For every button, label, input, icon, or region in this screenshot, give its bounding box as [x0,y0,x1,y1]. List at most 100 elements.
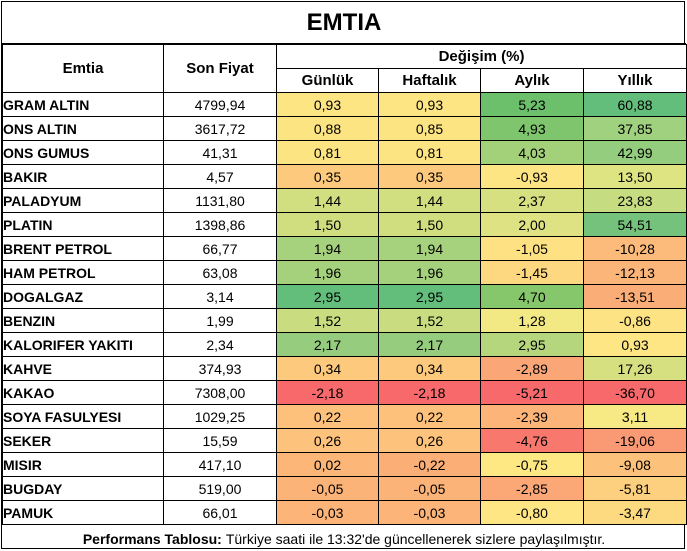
last-price-cell: 66,01 [163,500,277,525]
commodity-name: MISIR [2,452,164,477]
commodity-name: BAKIR [2,164,164,189]
daily-change-cell: 0,26 [276,428,379,453]
daily-change-cell: 0,02 [276,452,379,477]
commodity-name: GRAM ALTIN [2,92,164,117]
weekly-change-cell: 0,34 [378,356,481,381]
header-commodity: Emtia [2,44,164,93]
daily-change-cell: -0,05 [276,476,379,501]
commodity-name: KAHVE [2,356,164,381]
weekly-change-cell: -0,05 [378,476,481,501]
daily-change-cell: 0,88 [276,116,379,141]
last-price-cell: 63,08 [163,260,277,285]
table-row: HAM PETROL 63,08 1,96 1,96 -1,45 -12,13 [2,260,687,285]
yearly-change-cell: -3,47 [582,500,687,525]
weekly-change-cell: 0,93 [378,92,481,117]
weekly-change-cell: -2,18 [378,380,481,405]
monthly-change-cell: 2,00 [480,212,584,237]
table-row: PAMUK 66,01 -0,03 -0,03 -0,80 -3,47 [2,500,687,525]
yearly-change-cell: 60,88 [582,92,687,117]
yearly-change-cell: -5,81 [582,476,687,501]
commodity-name: PAMUK [2,500,164,525]
commodity-name: KALORIFER YAKITI [2,332,164,357]
yearly-change-cell: -9,08 [582,452,687,477]
weekly-change-cell: 1,50 [378,212,481,237]
daily-change-cell: 0,34 [276,356,379,381]
monthly-change-cell: -1,45 [480,260,584,285]
daily-change-cell: 1,96 [276,260,379,285]
commodity-name: DOGALGAZ [2,284,164,309]
table-row: DOGALGAZ 3,14 2,95 2,95 4,70 -13,51 [2,284,687,309]
daily-change-cell: 0,93 [276,92,379,117]
daily-change-cell: 2,95 [276,284,379,309]
daily-change-cell: 0,35 [276,164,379,189]
last-price-cell: 3617,72 [163,116,277,141]
commodity-name: SEKER [2,428,164,453]
last-price-cell: 3,14 [163,284,277,309]
daily-change-cell: -0,03 [276,500,379,525]
commodity-grid: Emtia Son Fiyat Değişim (%) Günlük Hafta… [2,44,687,525]
monthly-change-cell: 2,95 [480,332,584,357]
weekly-change-cell: 2,95 [378,284,481,309]
last-price-cell: 1029,25 [163,404,277,429]
weekly-change-cell: -0,22 [378,452,481,477]
weekly-change-cell: 0,22 [378,404,481,429]
last-price-cell: 2,34 [163,332,277,357]
weekly-change-cell: 1,52 [378,308,481,333]
yearly-change-cell: 13,50 [582,164,687,189]
table-row: GRAM ALTIN 4799,94 0,93 0,93 5,23 60,88 [2,92,687,117]
weekly-change-cell: 1,94 [378,236,481,261]
last-price-cell: 1131,80 [163,188,277,213]
table-row: SEKER 15,59 0,26 0,26 -4,76 -19,06 [2,428,687,453]
daily-change-cell: 1,44 [276,188,379,213]
last-price-cell: 15,59 [163,428,277,453]
table-row: MISIR 417,10 0,02 -0,22 -0,75 -9,08 [2,452,687,477]
table-row: KAKAO 7308,00 -2,18 -2,18 -5,21 -36,70 [2,380,687,405]
monthly-change-cell: 2,37 [480,188,584,213]
last-price-cell: 7308,00 [163,380,277,405]
weekly-change-cell: 1,96 [378,260,481,285]
daily-change-cell: 2,17 [276,332,379,357]
table-title: EMTIA [2,2,686,44]
commodity-name: PALADYUM [2,188,164,213]
daily-change-cell: -2,18 [276,380,379,405]
yearly-change-cell: 37,85 [582,116,687,141]
monthly-change-cell: 5,23 [480,92,584,117]
monthly-change-cell: -2,85 [480,476,584,501]
weekly-change-cell: 2,17 [378,332,481,357]
daily-change-cell: 0,22 [276,404,379,429]
weekly-change-cell: 0,81 [378,140,481,165]
monthly-change-cell: -0,93 [480,164,584,189]
monthly-change-cell: -5,21 [480,380,584,405]
commodity-name: BRENT PETROL [2,236,164,261]
table-row: KAHVE 374,93 0,34 0,34 -2,89 17,26 [2,356,687,381]
last-price-cell: 41,31 [163,140,277,165]
weekly-change-cell: 0,35 [378,164,481,189]
commodity-name: SOYA FASULYESI [2,404,164,429]
daily-change-cell: 0,81 [276,140,379,165]
table-row: BENZIN 1,99 1,52 1,52 1,28 -0,86 [2,308,687,333]
commodity-name: PLATIN [2,212,164,237]
yearly-change-cell: -0,86 [582,308,687,333]
last-price-cell: 4,57 [163,164,277,189]
footer-text: Türkiye saati ile 13:32'de güncellenerek… [225,531,606,547]
yearly-change-cell: 23,83 [582,188,687,213]
table-row: PLATIN 1398,86 1,50 1,50 2,00 54,51 [2,212,687,237]
weekly-change-cell: 0,85 [378,116,481,141]
yearly-change-cell: 54,51 [582,212,687,237]
last-price-cell: 1,99 [163,308,277,333]
monthly-change-cell: 4,93 [480,116,584,141]
header-last-price: Son Fiyat [163,44,277,93]
daily-change-cell: 1,94 [276,236,379,261]
table-row: ONS ALTIN 3617,72 0,88 0,85 4,93 37,85 [2,116,687,141]
yearly-change-cell: -12,13 [582,260,687,285]
monthly-change-cell: -2,89 [480,356,584,381]
yearly-change-cell: -19,06 [582,428,687,453]
monthly-change-cell: 1,28 [480,308,584,333]
monthly-change-cell: -0,75 [480,452,584,477]
table-row: BUGDAY 519,00 -0,05 -0,05 -2,85 -5,81 [2,476,687,501]
last-price-cell: 374,93 [163,356,277,381]
header-daily: Günlük [276,68,379,93]
header-weekly: Haftalık [378,68,481,93]
daily-change-cell: 1,50 [276,212,379,237]
footer-note: Performans Tablosu: Türkiye saati ile 13… [2,528,686,550]
